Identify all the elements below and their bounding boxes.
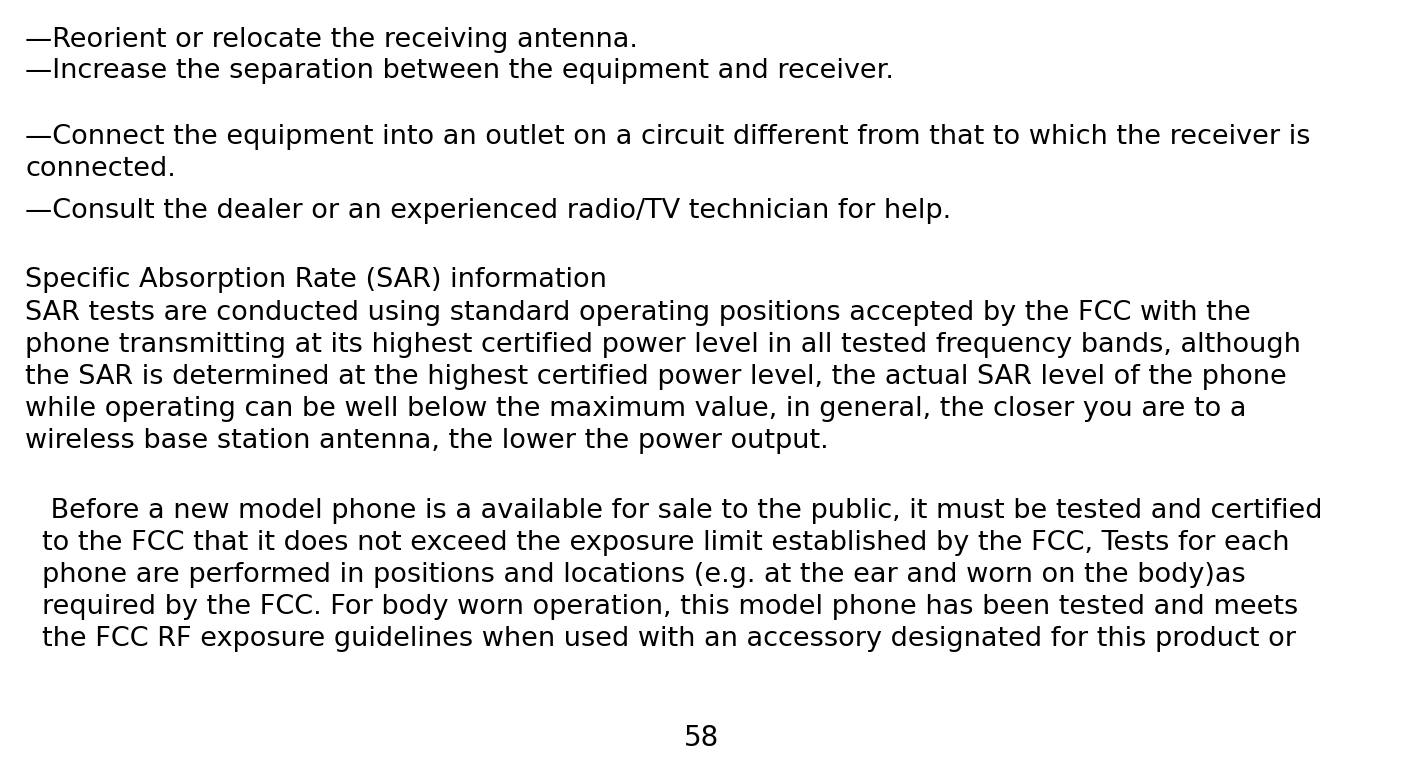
Text: —Connect the equipment into an outlet on a circuit different from that to which : —Connect the equipment into an outlet on… (25, 124, 1310, 182)
Text: —Increase the separation between the equipment and receiver.: —Increase the separation between the equ… (25, 58, 894, 84)
Text: Before a new model phone is a available for sale to the public, it must be teste: Before a new model phone is a available … (42, 498, 1323, 652)
Text: —Reorient or relocate the receiving antenna.: —Reorient or relocate the receiving ante… (25, 27, 638, 53)
Text: SAR tests are conducted using standard operating positions accepted by the FCC w: SAR tests are conducted using standard o… (25, 300, 1301, 454)
Text: Specific Absorption Rate (SAR) information: Specific Absorption Rate (SAR) informati… (25, 267, 607, 294)
Text: 58: 58 (683, 724, 720, 752)
Text: —Consult the dealer or an experienced radio/TV technician for help.: —Consult the dealer or an experienced ra… (25, 198, 951, 224)
